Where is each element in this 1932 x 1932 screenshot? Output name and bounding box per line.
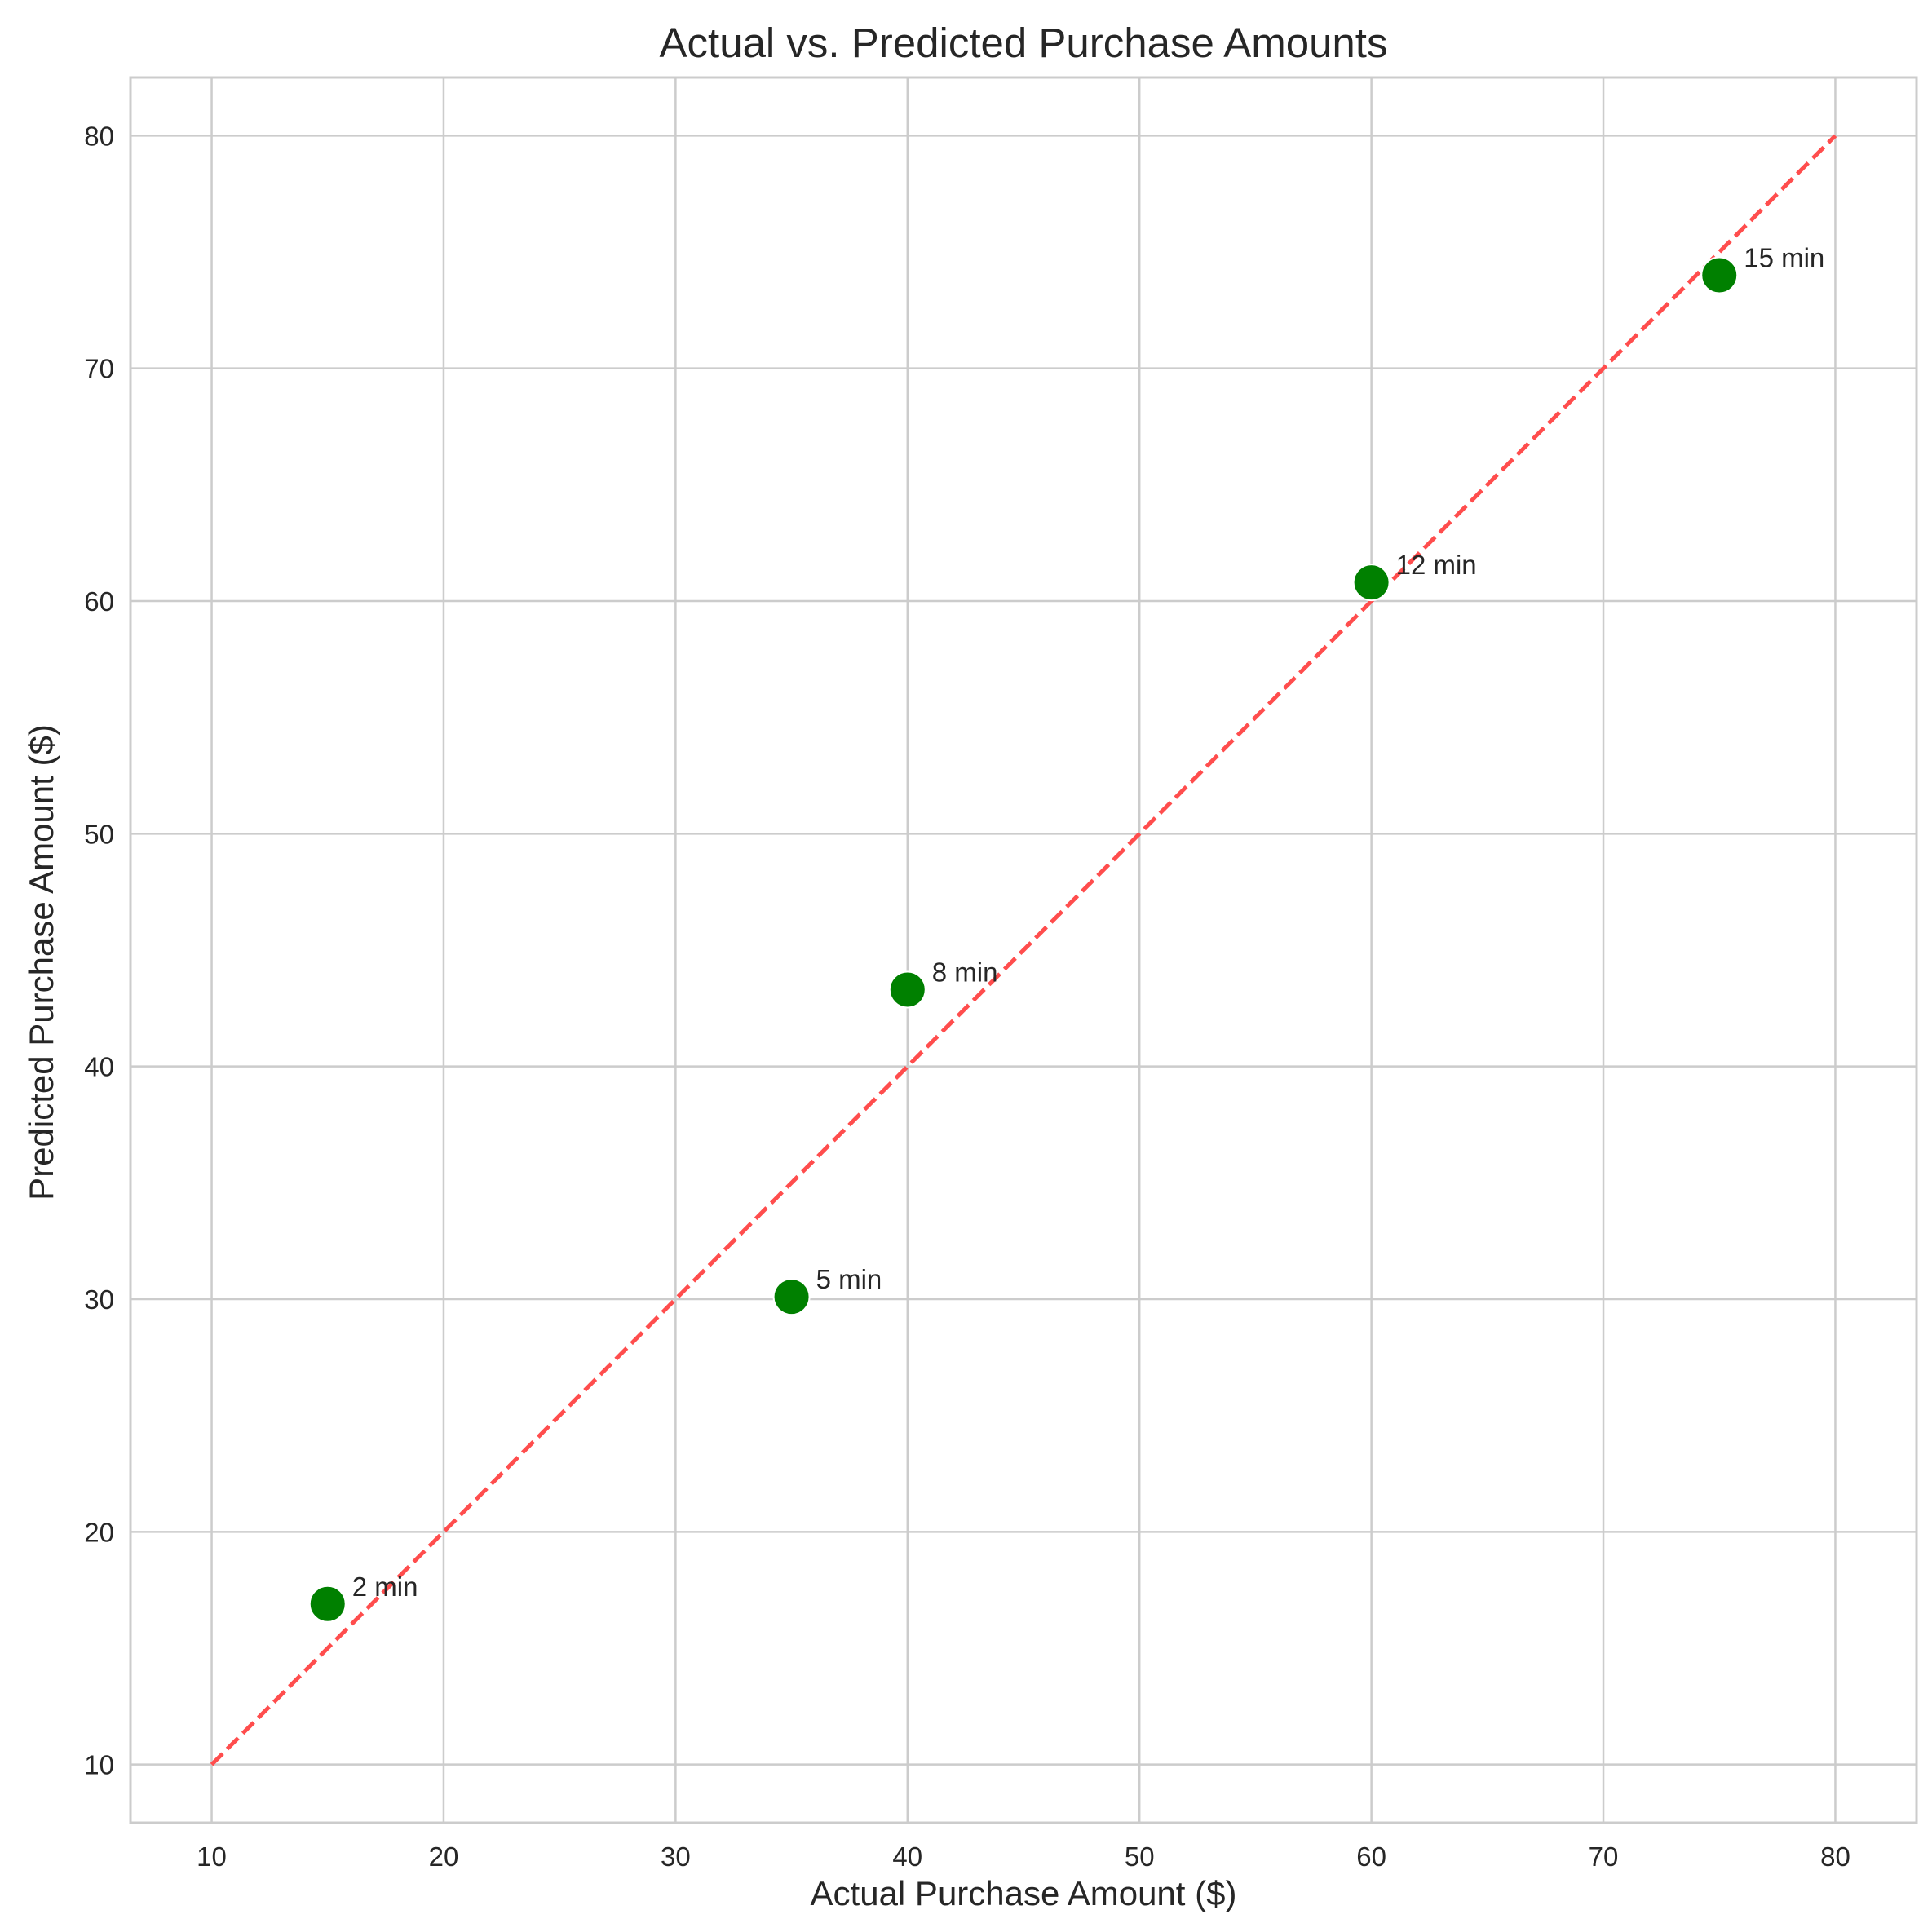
reference-line (210, 134, 1837, 1766)
data-points: 2 min 5 min 8 min 12 min 15 min (308, 243, 1824, 1623)
x-tick-label: 40 (892, 1841, 922, 1872)
x-axis-label: Actual Purchase Amount ($) (811, 1874, 1237, 1912)
data-point-label: 5 min (816, 1264, 882, 1294)
data-point-label: 8 min (932, 957, 998, 988)
chart-title: Actual vs. Predicted Purchase Amounts (660, 20, 1388, 66)
x-tick-label: 10 (197, 1841, 227, 1872)
grid-lines (130, 77, 1917, 1823)
y-tick-label: 50 (84, 819, 114, 849)
x-tick-labels: 10 20 30 40 50 60 70 80 (197, 1841, 1850, 1872)
data-point-label: 2 min (352, 1572, 418, 1602)
data-point (772, 1278, 811, 1316)
x-tick-label: 60 (1356, 1841, 1386, 1872)
y-tick-label: 40 (84, 1052, 114, 1082)
y-axis-label: Predicted Purchase Amount ($) (22, 724, 60, 1200)
data-point (1700, 256, 1739, 294)
data-point-label: 15 min (1744, 243, 1824, 273)
x-tick-label: 70 (1589, 1841, 1619, 1872)
y-tick-label: 70 (84, 354, 114, 384)
plot-frame (129, 76, 1918, 1824)
y-tick-label: 10 (84, 1750, 114, 1780)
data-point-label: 12 min (1396, 550, 1477, 580)
x-tick-label: 80 (1820, 1841, 1850, 1872)
x-tick-label: 20 (429, 1841, 459, 1872)
y-tick-labels: 10 20 30 40 50 60 70 80 (84, 121, 114, 1779)
reference-line-group (210, 134, 1837, 1766)
y-tick-label: 60 (84, 586, 114, 617)
data-point (308, 1585, 347, 1623)
x-tick-label: 30 (661, 1841, 691, 1872)
data-point (888, 970, 926, 1009)
y-tick-label: 20 (84, 1517, 114, 1547)
data-point (1352, 564, 1390, 602)
y-tick-label: 80 (84, 121, 114, 151)
x-tick-label: 50 (1125, 1841, 1155, 1872)
y-tick-label: 30 (84, 1284, 114, 1315)
